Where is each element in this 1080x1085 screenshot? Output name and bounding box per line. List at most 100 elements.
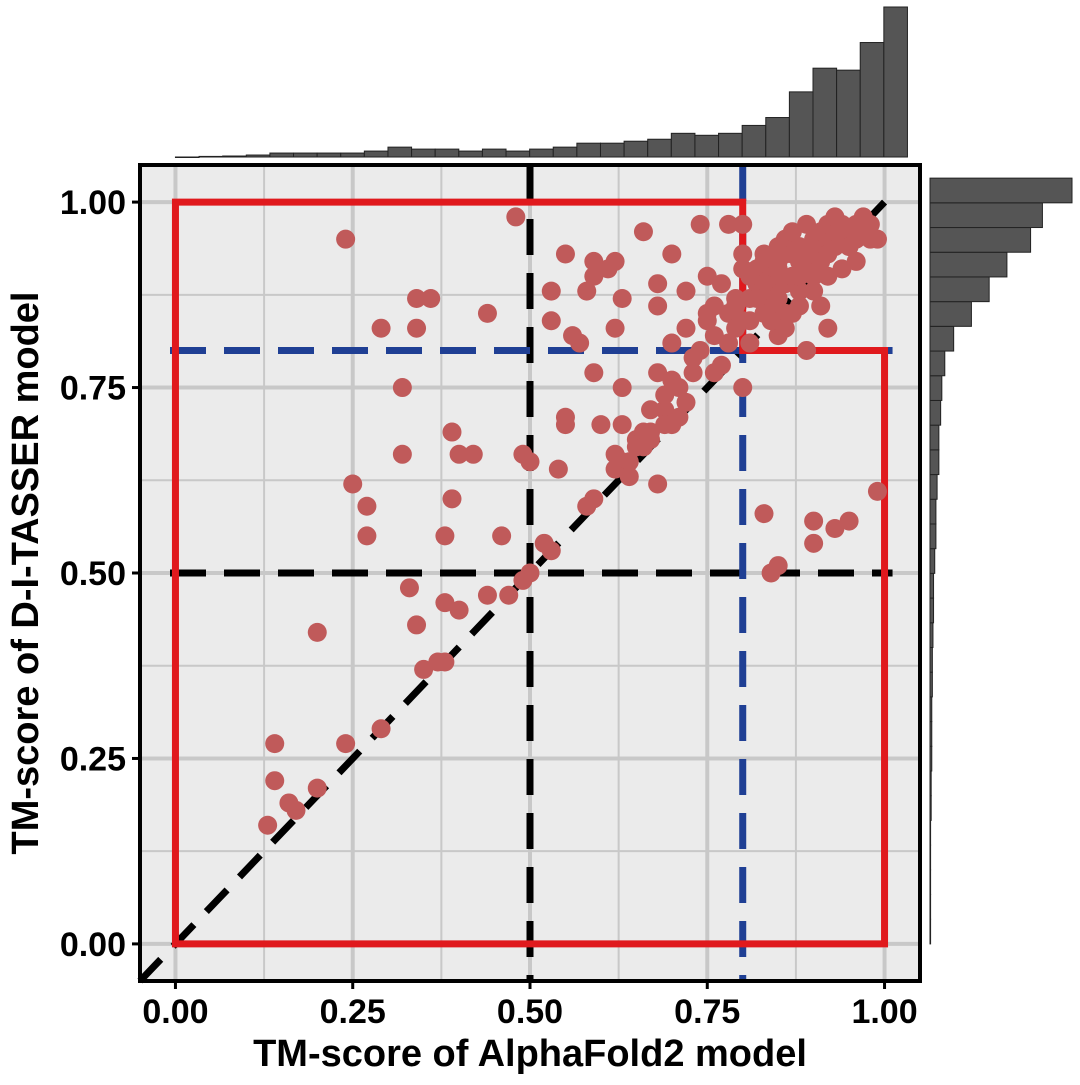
data-point: [719, 333, 739, 353]
x-tick-labels: 0.00 0.25 0.50 0.75 1.00: [142, 981, 918, 1031]
data-point: [265, 734, 285, 754]
data-point: [775, 318, 795, 338]
data-point: [726, 296, 746, 316]
data-point: [506, 207, 526, 227]
x-histogram-bar: [269, 152, 295, 158]
data-point: [414, 659, 434, 679]
region-outline: [171, 198, 889, 948]
x-axis-label: TM-score of AlphaFold2 model: [253, 1033, 807, 1075]
data-point: [371, 719, 391, 739]
data-point: [499, 585, 519, 605]
data-point: [669, 407, 689, 427]
data-point: [421, 289, 441, 309]
data-point: [492, 526, 512, 546]
data-point: [662, 333, 682, 353]
data-point: [520, 452, 540, 472]
data-point: [392, 444, 412, 464]
data-point: [690, 340, 710, 360]
x-histogram-bar: [623, 140, 649, 158]
data-point: [435, 593, 455, 613]
data-point: [541, 541, 561, 561]
data-point: [343, 474, 363, 494]
data-point: [754, 504, 774, 524]
data-point: [754, 274, 774, 294]
data-point: [449, 444, 469, 464]
data-point: [804, 281, 824, 301]
data-point: [357, 496, 377, 516]
data-point: [584, 363, 604, 383]
data-point: [719, 214, 739, 234]
y-histogram-bar: [929, 350, 946, 377]
data-point: [548, 459, 568, 479]
x-histogram-bar: [505, 150, 531, 158]
x-histogram-bar: [481, 148, 507, 158]
data-point: [733, 378, 753, 398]
data-point: [761, 311, 781, 331]
data-point: [789, 266, 809, 286]
x-histogram-bar: [670, 132, 696, 158]
data-point: [648, 296, 668, 316]
y-tick-label: 0.00: [60, 926, 126, 964]
y-histogram-bar: [929, 572, 935, 599]
data-point: [307, 622, 327, 642]
data-point: [669, 378, 689, 398]
data-point: [782, 244, 802, 264]
data-point: [286, 800, 306, 820]
x-histogram-bar: [529, 148, 554, 158]
data-point: [584, 489, 604, 509]
x-histogram-bar: [836, 69, 861, 158]
y-axis-label: TM-score of D-I-TASSER model: [5, 292, 47, 855]
data-point: [612, 378, 632, 398]
y-histogram-bar: [929, 474, 938, 500]
data-point: [555, 415, 575, 435]
data-point: [570, 333, 590, 353]
y-histogram-bar: [929, 597, 935, 624]
x-histogram-bar: [434, 148, 460, 158]
data-point: [336, 734, 356, 754]
y-histogram-bar: [929, 375, 943, 401]
data-point: [612, 289, 632, 309]
y-histogram: [929, 177, 1073, 945]
data-point: [818, 266, 838, 286]
data-point: [442, 489, 462, 509]
scatter-points: [258, 207, 887, 835]
y-histogram-bar: [929, 671, 933, 698]
data-point: [789, 296, 809, 316]
x-tick-label: 1.00: [851, 993, 917, 1031]
data-point: [733, 311, 753, 331]
data-point: [754, 244, 774, 264]
data-point: [789, 281, 809, 301]
data-point: [797, 340, 817, 360]
data-point: [357, 526, 377, 546]
y-histogram-bar: [929, 548, 936, 574]
data-point: [619, 467, 639, 487]
y-tick-label: 0.25: [60, 740, 126, 778]
data-point: [867, 481, 887, 501]
x-histogram-bar: [387, 146, 413, 158]
data-point: [577, 281, 597, 301]
data-point: [768, 289, 788, 309]
data-point: [336, 229, 356, 249]
data-point: [584, 251, 604, 271]
x-histogram-bar: [222, 155, 247, 158]
x-histogram-bar: [174, 156, 200, 158]
y-histogram-bar: [929, 918, 932, 945]
data-point: [258, 815, 278, 835]
data-point: [612, 415, 632, 435]
data-point: [407, 289, 427, 309]
data-point: [676, 392, 696, 412]
data-point: [825, 518, 845, 538]
data-point: [662, 244, 682, 264]
data-point: [648, 274, 668, 294]
data-point: [641, 400, 661, 420]
x-histogram-bar: [812, 67, 838, 158]
data-point: [407, 615, 427, 635]
data-point: [307, 778, 327, 798]
y-histogram-bar: [929, 449, 940, 476]
y-tick-label: 0.75: [60, 370, 126, 408]
data-point: [520, 563, 540, 583]
x-histogram-bar: [552, 146, 578, 158]
data-point: [747, 289, 767, 309]
y-tick-label: 1.00: [60, 184, 126, 222]
